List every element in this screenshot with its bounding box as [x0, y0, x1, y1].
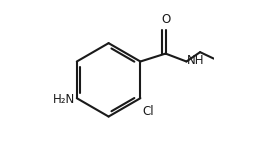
Text: H₂N: H₂N — [52, 93, 75, 106]
Text: O: O — [162, 13, 171, 26]
Text: Cl: Cl — [142, 105, 154, 118]
Text: NH: NH — [187, 54, 204, 67]
